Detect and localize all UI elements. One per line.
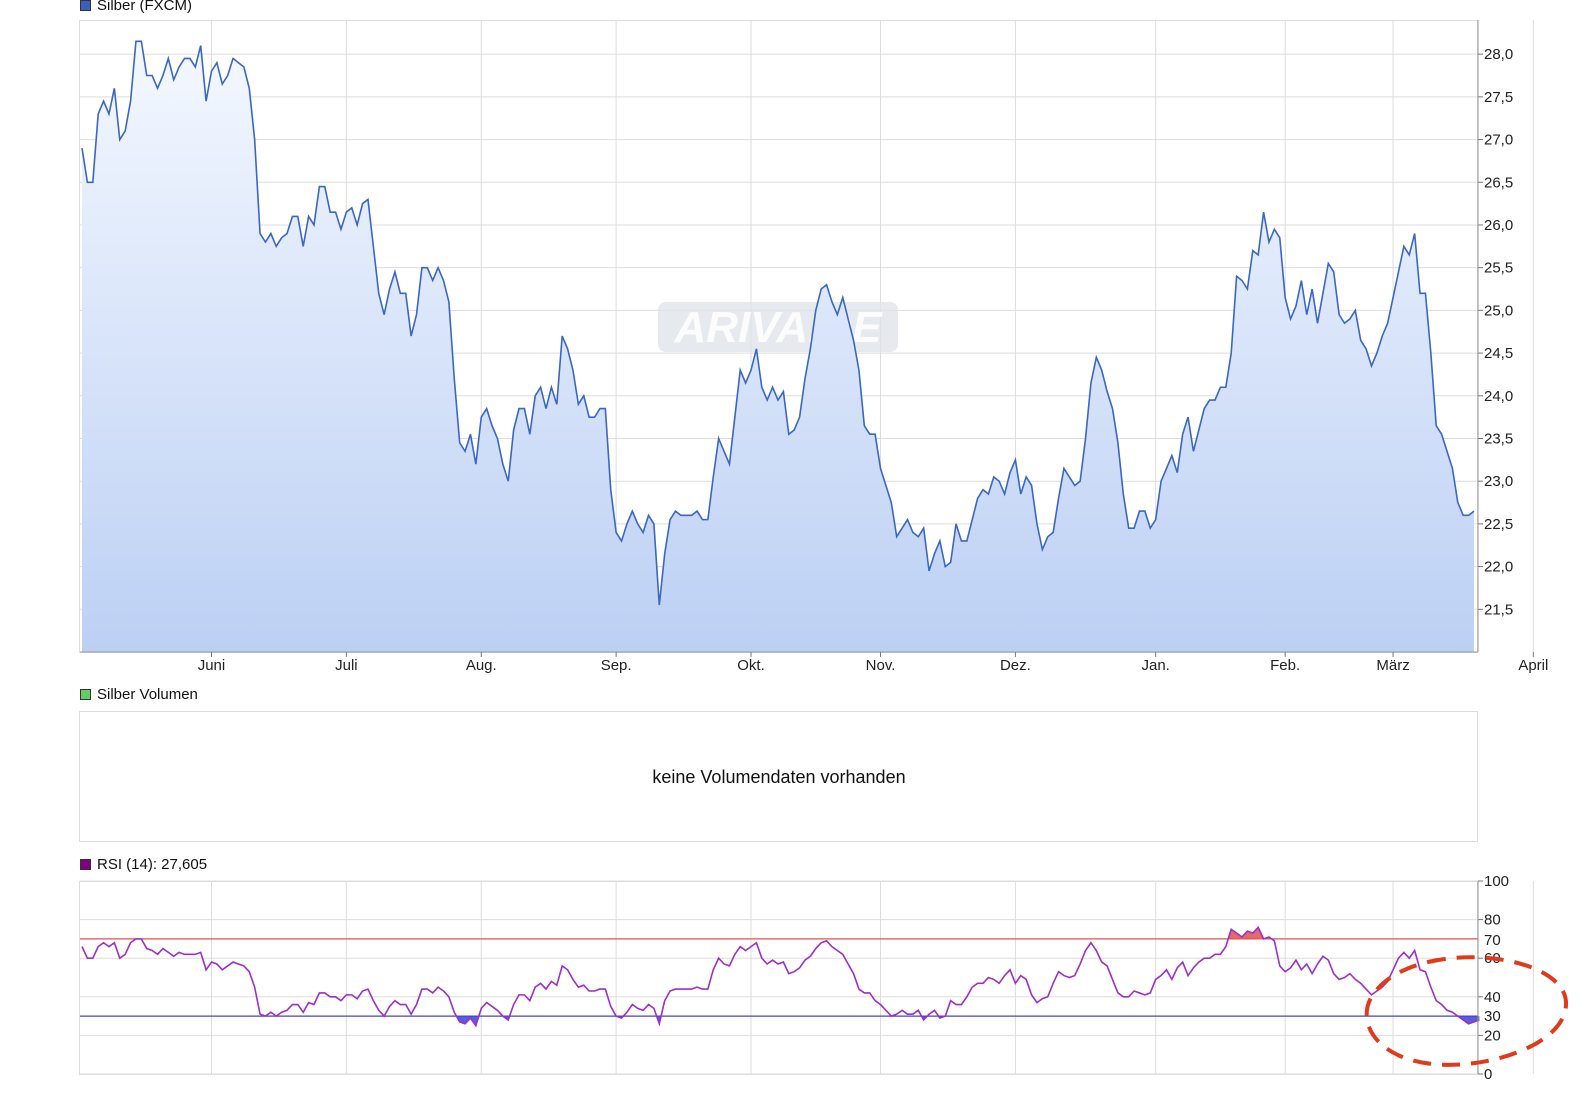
price-y-tick-label: 27,5: [1484, 89, 1513, 106]
volume-legend-swatch: [80, 689, 91, 700]
rsi-legend-swatch: [80, 859, 91, 870]
price-area-fill: [82, 41, 1474, 653]
rsi-y-tick-label: 80: [1484, 912, 1501, 929]
price-line: [81, 40, 1475, 606]
price-legend-swatch: [80, 0, 91, 11]
rsi-y-tick-label: 40: [1484, 989, 1501, 1006]
rsi-grid: [79, 880, 1534, 1075]
price-y-tick-label: 21,5: [1484, 601, 1513, 618]
volume-legend: Silber Volumen: [80, 686, 198, 703]
rsi-y-tick-label: 100: [1484, 873, 1509, 890]
rsi-lower-band-label: 30: [1484, 1008, 1501, 1025]
price-y-tick-label: 28,0: [1484, 46, 1513, 63]
price-y-tick-label: 24,5: [1484, 345, 1513, 362]
price-y-tick-label: 22,0: [1484, 559, 1513, 576]
x-tick-label: Juni: [198, 657, 226, 674]
watermark: ARIVA.DE: [658, 302, 898, 352]
rsi-panel-frame: [79, 881, 1478, 1075]
x-tick-label: Feb.: [1270, 657, 1300, 674]
price-y-tick-label: 25,0: [1484, 302, 1513, 319]
x-tick-label: Nov.: [866, 657, 896, 674]
rsi-legend: RSI (14): 27,605: [80, 856, 207, 873]
rsi-y-tick-label: 20: [1484, 1027, 1501, 1044]
x-axis: Juni Juli Aug. Sep. Okt. Nov. Dez. Jan. Feb. März…: [80, 651, 1548, 674]
price-y-tick-label: 24,0: [1484, 388, 1513, 405]
volume-panel: [79, 711, 1478, 842]
price-legend-label: Silber (FXCM): [97, 0, 193, 14]
rsi-legend-label: RSI (14): 27,605: [97, 856, 208, 873]
x-tick-label: März: [1376, 657, 1409, 674]
rsi-y-tick-label: 0: [1484, 1066, 1492, 1083]
x-tick-label: Sep.: [601, 657, 632, 674]
x-tick-label: Dez.: [1000, 657, 1031, 674]
price-y-tick-label: 22,5: [1484, 516, 1513, 533]
price-y-axis: 21,5 22,0 22,5 23,0 23,5 24,0 24,5 25,0 25,5 26,0…: [1477, 20, 1513, 652]
volume-legend-label: Silber Volumen: [97, 686, 198, 703]
x-tick-label: Okt.: [737, 657, 765, 674]
price-y-tick-label: 26,0: [1484, 217, 1513, 234]
price-y-tick-label: 25,5: [1484, 260, 1513, 277]
price-y-tick-label: 26,5: [1484, 174, 1513, 191]
x-tick-label: Aug.: [466, 657, 497, 674]
x-tick-label: April: [1518, 657, 1548, 674]
x-tick-label: Jan.: [1141, 657, 1169, 674]
price-y-tick-label: 23,5: [1484, 430, 1513, 447]
rsi-overbought-fill: [1228, 927, 1272, 939]
rsi-line: [81, 925, 1480, 1028]
rsi-upper-band-label: 70: [1484, 932, 1501, 949]
price-y-tick-label: 27,0: [1484, 132, 1513, 149]
volume-no-data-message: keine Volumendaten vorhanden: [652, 767, 905, 787]
price-y-tick-label: 23,0: [1484, 473, 1513, 490]
x-tick-label: Juli: [335, 657, 358, 674]
price-legend: Silber (FXCM): [80, 0, 192, 14]
